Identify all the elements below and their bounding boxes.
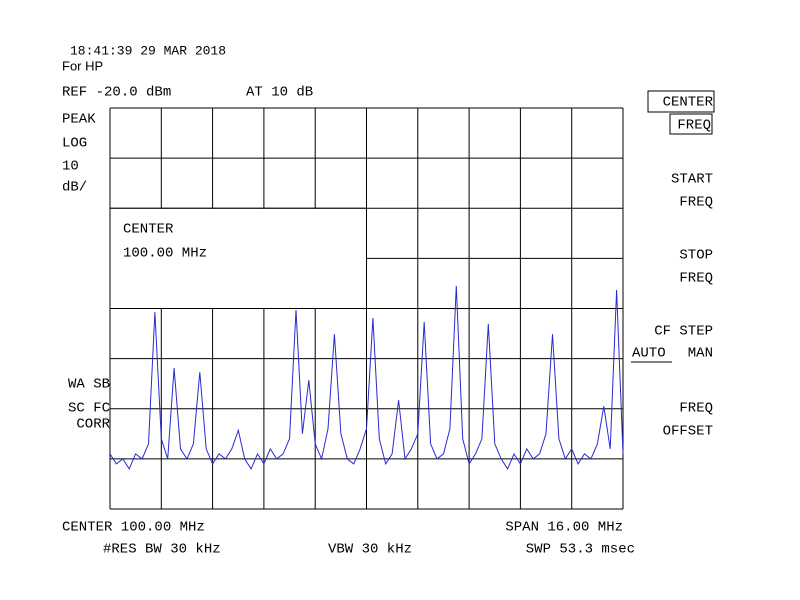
- softkey-label[interactable]: CF STEP: [654, 324, 713, 340]
- softkeys: CENTER FREQ START FREQ STOP FREQ CF STEP…: [631, 90, 715, 440]
- scale-value: 10: [62, 159, 79, 175]
- span: SPAN 16.00 MHz: [505, 520, 623, 536]
- status-label: WA SB: [68, 377, 110, 393]
- annotation-box: [110, 208, 366, 308]
- softkey-label[interactable]: OFFSET: [663, 424, 713, 440]
- attenuation: AT 10 dB: [246, 85, 313, 101]
- softkey-highlight: [669, 113, 713, 135]
- center-frequency: CENTER 100.00 MHz: [62, 520, 205, 536]
- user-label: For HP: [62, 58, 103, 73]
- softkey-label[interactable]: AUTO: [632, 346, 666, 362]
- trace: [109, 285, 624, 470]
- softkey-label[interactable]: MAN: [688, 346, 713, 362]
- softkey-label[interactable]: FREQ: [679, 271, 713, 287]
- scale-unit: dB/: [62, 180, 87, 196]
- sweep-time: SWP 53.3 msec: [526, 542, 635, 558]
- vbw: VBW 30 kHz: [328, 542, 412, 558]
- softkey-label[interactable]: START: [671, 172, 713, 188]
- softkey-label[interactable]: FREQ: [677, 118, 711, 134]
- status-label: CORR: [76, 417, 110, 433]
- softkey-label[interactable]: CENTER: [663, 95, 714, 111]
- timestamp: 18:41:39 29 MAR 2018: [70, 43, 226, 58]
- softkey-label[interactable]: FREQ: [679, 195, 713, 211]
- softkey-highlight: [647, 90, 715, 113]
- rbw: #RES BW 30 kHz: [103, 542, 221, 558]
- softkey-label[interactable]: STOP: [679, 248, 713, 264]
- detector: PEAK: [62, 112, 96, 128]
- reference-level: REF -20.0 dBm: [62, 85, 171, 101]
- scale-type: LOG: [62, 136, 87, 152]
- softkey-label[interactable]: FREQ: [679, 401, 713, 417]
- graticule: [109, 107, 624, 510]
- annotation-title: CENTER: [123, 222, 174, 238]
- status-label: SC FC: [68, 401, 110, 417]
- annotation-value: 100.00 MHz: [123, 246, 207, 262]
